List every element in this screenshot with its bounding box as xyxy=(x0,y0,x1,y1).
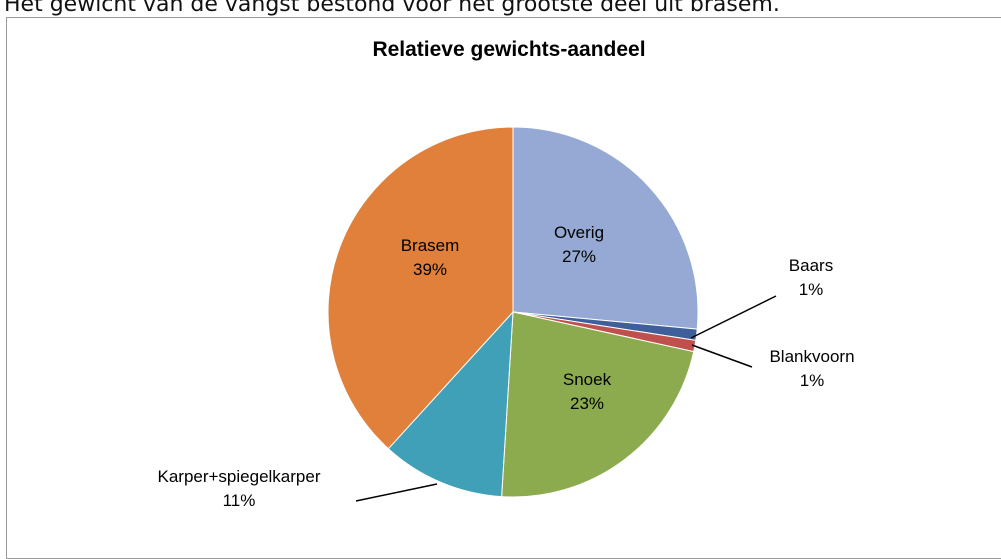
page-caption: Het gewicht van de vangst bestond voor h… xyxy=(4,0,780,16)
slice-value-baars: 1% xyxy=(799,280,824,299)
leader-line-baars xyxy=(690,295,777,339)
slice-value-snoek: 23% xyxy=(570,394,604,413)
slice-label-brasem: Brasem 39% xyxy=(401,236,460,279)
pie-slice-snoek xyxy=(501,311,695,498)
slice-value-blankvoorn: 1% xyxy=(800,371,825,390)
slice-label-blankvoorn: Blankvoorn 1% xyxy=(769,347,854,390)
slice-name-snoek: Snoek xyxy=(563,370,612,389)
chart-title: Relatieve gewichts-aandeel xyxy=(372,38,645,61)
pie-slice-brasem xyxy=(327,126,514,450)
leader-line-karper-spiegelkarper xyxy=(355,483,438,502)
pie-slices xyxy=(327,126,699,498)
slice-value-karper-spiegelkarper: 11% xyxy=(223,491,256,510)
slice-labels: Overig 27% Baars 1% Blankvoorn 1% Snoek 23% Karp… xyxy=(157,223,854,510)
leader-lines xyxy=(355,295,777,502)
slice-name-baars: Baars xyxy=(789,256,833,275)
leader-line-blankvoorn xyxy=(691,344,753,368)
slice-name-brasem: Brasem xyxy=(401,236,460,255)
slice-label-snoek: Snoek 23% xyxy=(563,370,612,413)
slice-label-overig: Overig 27% xyxy=(554,223,604,266)
slice-value-overig: 27% xyxy=(562,247,596,266)
slice-name-overig: Overig xyxy=(554,223,604,242)
slice-label-baars: Baars 1% xyxy=(789,256,833,299)
slice-label-karper-spiegelkarper: Karper+spiegelkarper 11% xyxy=(157,467,320,510)
slice-name-karper-spiegelkarper: Karper+spiegelkarper xyxy=(157,467,320,486)
pie-slice-karper-spiegelkarper xyxy=(387,310,514,498)
pie-slice-overig xyxy=(512,126,699,330)
slice-value-brasem: 39% xyxy=(413,260,447,279)
pie-chart: Relatieve gewichts-aandeel Overig 27% Baar… xyxy=(157,38,854,510)
slice-name-blankvoorn: Blankvoorn xyxy=(769,347,854,366)
